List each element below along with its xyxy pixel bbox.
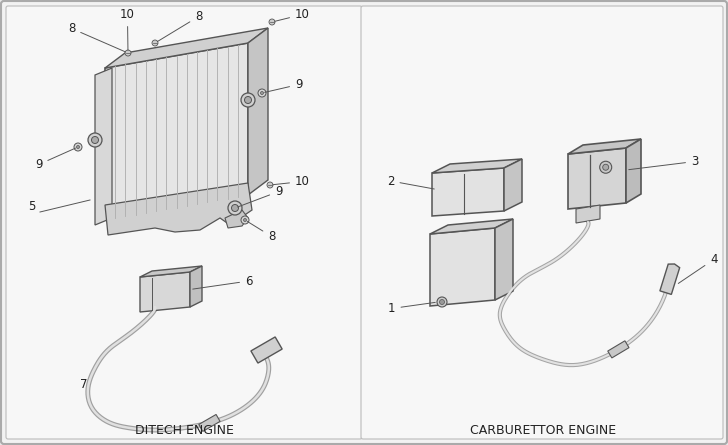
Circle shape bbox=[88, 133, 102, 147]
Polygon shape bbox=[432, 159, 522, 173]
Circle shape bbox=[241, 216, 249, 224]
Text: CARBURETTOR ENGINE: CARBURETTOR ENGINE bbox=[470, 424, 616, 437]
Circle shape bbox=[437, 297, 447, 307]
Polygon shape bbox=[199, 414, 220, 431]
Text: 1: 1 bbox=[388, 302, 435, 315]
Polygon shape bbox=[608, 341, 629, 358]
Circle shape bbox=[74, 143, 82, 151]
Circle shape bbox=[258, 89, 266, 97]
Polygon shape bbox=[248, 28, 268, 195]
Text: 2: 2 bbox=[387, 174, 435, 189]
Text: 10: 10 bbox=[274, 8, 310, 21]
Text: 8: 8 bbox=[248, 222, 275, 243]
Circle shape bbox=[603, 164, 609, 170]
Polygon shape bbox=[95, 68, 112, 225]
Circle shape bbox=[269, 19, 275, 25]
Text: 9: 9 bbox=[35, 148, 76, 171]
Circle shape bbox=[152, 40, 158, 46]
Text: 7: 7 bbox=[80, 378, 87, 391]
Text: 10: 10 bbox=[120, 8, 135, 50]
Circle shape bbox=[261, 92, 264, 94]
Circle shape bbox=[232, 205, 239, 211]
Polygon shape bbox=[568, 139, 641, 154]
Polygon shape bbox=[576, 205, 600, 223]
Circle shape bbox=[440, 299, 445, 304]
Polygon shape bbox=[225, 210, 248, 228]
Polygon shape bbox=[105, 43, 248, 220]
Circle shape bbox=[241, 93, 255, 107]
Text: 9: 9 bbox=[237, 185, 282, 207]
Circle shape bbox=[228, 201, 242, 215]
Polygon shape bbox=[190, 266, 202, 307]
Text: 8: 8 bbox=[157, 10, 202, 41]
Circle shape bbox=[243, 218, 247, 222]
Circle shape bbox=[267, 182, 273, 188]
Circle shape bbox=[245, 97, 251, 104]
Text: 6: 6 bbox=[193, 275, 253, 289]
Polygon shape bbox=[660, 264, 680, 295]
FancyBboxPatch shape bbox=[6, 6, 362, 439]
Text: 5: 5 bbox=[28, 200, 36, 213]
Polygon shape bbox=[504, 159, 522, 211]
Circle shape bbox=[76, 146, 79, 149]
Circle shape bbox=[125, 50, 131, 56]
Text: 10: 10 bbox=[273, 175, 310, 188]
Polygon shape bbox=[251, 337, 282, 363]
Polygon shape bbox=[140, 272, 190, 312]
Polygon shape bbox=[430, 219, 513, 234]
Polygon shape bbox=[495, 219, 513, 300]
Text: 3: 3 bbox=[629, 155, 698, 170]
Polygon shape bbox=[140, 266, 202, 277]
FancyBboxPatch shape bbox=[361, 6, 723, 439]
Polygon shape bbox=[626, 139, 641, 203]
Text: 8: 8 bbox=[68, 22, 125, 52]
Text: DITECH ENGINE: DITECH ENGINE bbox=[135, 424, 234, 437]
Polygon shape bbox=[105, 183, 252, 235]
Polygon shape bbox=[105, 28, 268, 68]
Polygon shape bbox=[568, 148, 626, 209]
Polygon shape bbox=[432, 168, 504, 216]
Circle shape bbox=[600, 161, 612, 173]
Polygon shape bbox=[430, 228, 495, 306]
Text: 9: 9 bbox=[265, 78, 303, 93]
Text: 4: 4 bbox=[678, 253, 718, 283]
Circle shape bbox=[92, 137, 98, 143]
